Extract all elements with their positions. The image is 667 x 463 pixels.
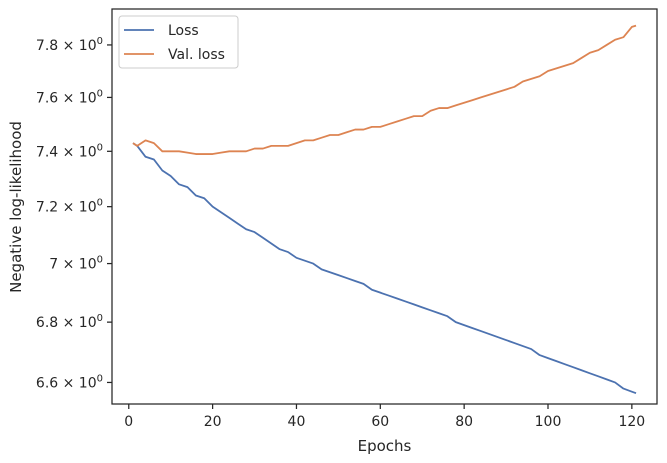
legend-label-1: Val. loss	[168, 47, 225, 63]
y-tick-label: 7.8 × 100	[36, 36, 103, 54]
y-tick-label: 7.4 × 100	[36, 142, 103, 160]
y-tick-label: 6.6 × 100	[36, 373, 103, 391]
ticks-layer: 0 20 40 60 80 100 120 6.6 × 100 6.8 × 100 7 × 100…	[36, 36, 645, 430]
y-tick-label: 7.2 × 100	[36, 198, 103, 216]
x-tick-label: 100	[535, 414, 562, 430]
x-tick-label: 80	[455, 414, 473, 430]
legend-label-0: Loss	[168, 23, 199, 39]
series-line-0	[132, 142, 637, 395]
legend: Loss Val. loss	[118, 15, 239, 69]
x-tick-label: 0	[124, 414, 133, 430]
x-axis-label: Epochs	[358, 437, 412, 455]
y-axis-label: Negative log-likelihood	[7, 121, 25, 293]
y-tick-label: 7 × 100	[49, 255, 103, 273]
x-tick-label: 40	[288, 414, 306, 430]
series-layer	[132, 24, 637, 395]
y-tick-label: 7.6 × 100	[36, 88, 103, 106]
legend-box	[118, 15, 239, 69]
axes-frame	[111, 8, 658, 405]
series-line-1	[132, 24, 637, 155]
x-tick-label: 20	[204, 414, 222, 430]
y-tick-label: 6.8 × 100	[36, 313, 103, 331]
x-tick-label: 60	[371, 414, 389, 430]
x-tick-label: 120	[618, 414, 645, 430]
